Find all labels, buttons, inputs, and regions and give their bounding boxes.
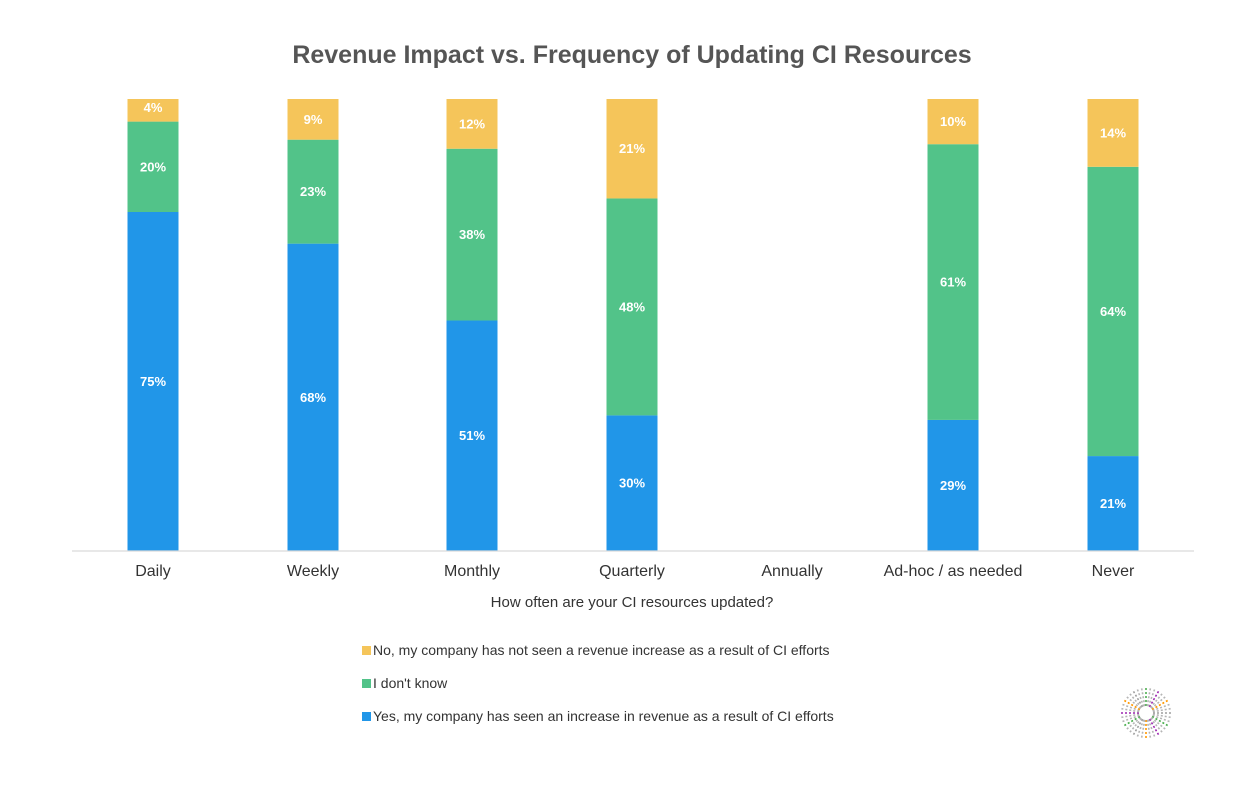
logo-ray: [1128, 717, 1143, 735]
logo-ray: [1120, 703, 1140, 712]
bar-segment: [927, 144, 979, 420]
logo-ray: [1149, 691, 1164, 709]
chart-title: Revenue Impact vs. Frequency of Updating…: [292, 41, 971, 69]
logo-ray: [1119, 713, 1140, 719]
logo-ray: [1146, 719, 1152, 740]
logo-ray: [1152, 713, 1173, 719]
legend-swatch: [362, 679, 371, 688]
bar-segment: [287, 139, 339, 244]
logo-ray: [1147, 687, 1156, 707]
legend-item: I don't know: [362, 675, 448, 691]
legend-label: No, my company has not seen a revenue in…: [373, 642, 830, 658]
data-label: 68%: [300, 390, 326, 405]
category-label: Quarterly: [599, 563, 665, 580]
data-labels-group: 75% 20% 4% 68% 23% 9% 51% 38% 12% 30% 48% 21% 29% 61%…: [140, 100, 1126, 511]
category-label: Never: [1092, 563, 1135, 580]
logo-ray: [1119, 707, 1140, 713]
data-label: 21%: [619, 141, 645, 156]
logo-ray: [1124, 716, 1142, 731]
logo-ray: [1122, 698, 1141, 711]
bar-segment: [606, 415, 658, 551]
logo-ray: [1131, 689, 1144, 708]
logo-ray: [1140, 719, 1146, 740]
bar-segment: [446, 320, 498, 551]
data-label: 48%: [619, 299, 645, 314]
logo-ray: [1128, 691, 1143, 709]
data-label: 38%: [459, 227, 485, 242]
data-label: 61%: [940, 275, 966, 290]
bar-segment: [606, 99, 658, 199]
data-label: 29%: [940, 478, 966, 493]
logo-ray: [1150, 716, 1168, 731]
legend-swatch: [362, 712, 371, 721]
data-label: 30%: [619, 476, 645, 491]
bar-segment: [446, 148, 498, 321]
legend: No, my company has not seen a revenue in…: [362, 642, 834, 724]
data-label: 51%: [459, 428, 485, 443]
logo-ray: [1147, 719, 1156, 739]
category-label: Daily: [135, 563, 171, 580]
logo-ray: [1152, 714, 1172, 723]
data-label: 20%: [140, 159, 166, 174]
bar-segment: [1087, 456, 1139, 551]
starburst-logo: [1119, 686, 1173, 740]
category-labels-group: Daily Weekly Monthly Quarterly Annually Ad-ho…: [135, 563, 1135, 580]
logo-ray: [1148, 718, 1161, 737]
bar-segment: [127, 212, 179, 551]
data-label: 9%: [304, 112, 323, 127]
logo-ray: [1136, 719, 1145, 739]
logo-ray: [1124, 695, 1142, 710]
bar-segment: [127, 99, 179, 122]
data-label: 64%: [1100, 304, 1126, 319]
logo-ray: [1122, 715, 1141, 728]
x-axis-title: How often are your CI resources updated?: [491, 594, 774, 611]
bar-segment: [287, 99, 339, 140]
legend-label: I don't know: [373, 675, 448, 691]
logo-ray: [1146, 686, 1152, 707]
bar-segment: [127, 121, 179, 212]
bars-group: [127, 99, 1139, 551]
bar-segment: [927, 99, 979, 145]
logo-ray: [1151, 715, 1170, 728]
category-label: Annually: [761, 563, 822, 580]
logo-ray: [1140, 686, 1146, 707]
logo-ray: [1151, 698, 1170, 711]
data-label: 75%: [140, 374, 166, 389]
data-label: 14%: [1100, 125, 1126, 140]
legend-item: No, my company has not seen a revenue in…: [362, 642, 830, 658]
category-label: Weekly: [287, 563, 339, 580]
logo-ray: [1131, 718, 1144, 737]
data-label: 23%: [300, 184, 326, 199]
bar-segment: [927, 419, 979, 551]
logo-ray: [1148, 689, 1161, 708]
logo-ray: [1120, 714, 1140, 723]
bar-segment: [446, 99, 498, 149]
category-label: Monthly: [444, 563, 500, 580]
logo-ray: [1136, 687, 1145, 707]
bar-segment: [1087, 166, 1139, 457]
legend-item: Yes, my company has seen an increase in …: [362, 708, 834, 724]
logo-ray: [1152, 707, 1173, 713]
data-label: 10%: [940, 114, 966, 129]
data-label: 4%: [144, 100, 163, 115]
legend-swatch: [362, 646, 371, 655]
logo-ray: [1149, 717, 1164, 735]
logo-ray: [1150, 695, 1168, 710]
bar-segment: [606, 198, 658, 416]
bar-segment: [287, 243, 339, 551]
data-label: 12%: [459, 116, 485, 131]
logo-ray: [1152, 703, 1172, 712]
data-label: 21%: [1100, 496, 1126, 511]
legend-label: Yes, my company has seen an increase in …: [373, 708, 834, 724]
category-label: Ad-hoc / as needed: [884, 563, 1023, 580]
bar-segment: [1087, 99, 1139, 167]
